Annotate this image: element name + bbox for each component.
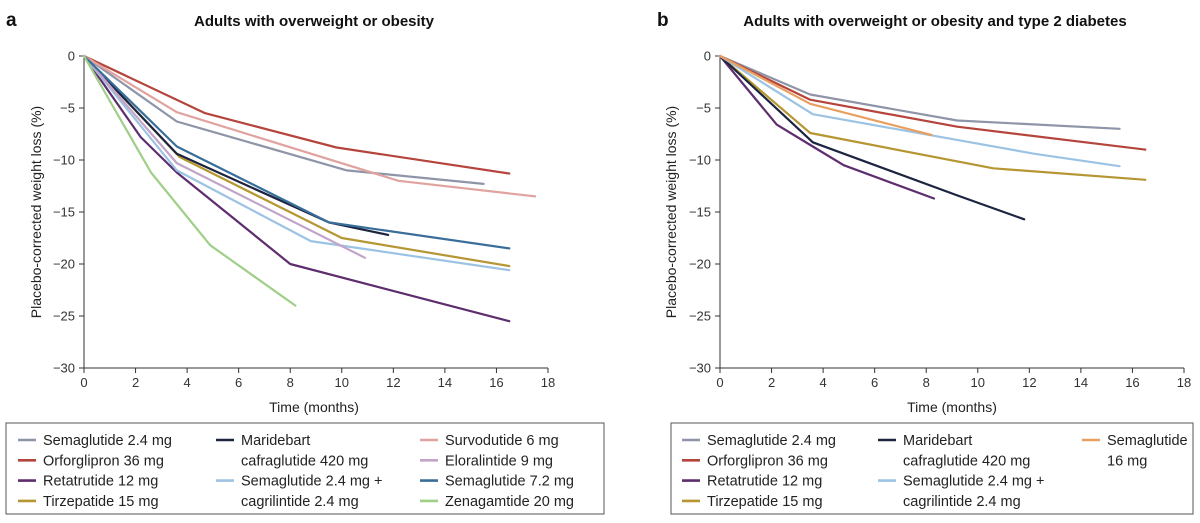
x-tick-label: 8 <box>287 375 294 390</box>
series-line-semaglutide-2-4-mg <box>718 54 1121 130</box>
panel-b-ticks: 0 2 4 6 8 10 12 14 16 18 0 −5 −10 −15 −20 −25 −30 <box>689 49 1191 391</box>
panel-b-title: Adults with overweight or obesity and ty… <box>743 13 1126 30</box>
panel-b-y-axis-label: Placebo-corrected weight loss (%) <box>663 106 679 318</box>
y-tick-label: −20 <box>53 257 75 272</box>
legend-label: Retatrutide 12 mg <box>707 474 822 490</box>
x-tick-label: 4 <box>183 375 190 390</box>
panel-b-legend <box>670 422 1194 515</box>
series-line-maridebart-cafraglutide-420-mg <box>82 54 390 236</box>
x-tick-label: 2 <box>768 375 775 390</box>
panel-a-plot-area <box>82 54 537 323</box>
x-tick-label: 18 <box>1177 375 1191 390</box>
legend-label: Semaglutide 2.4 mg + <box>241 474 382 490</box>
y-tick-label: −15 <box>53 205 75 220</box>
y-tick-label: 0 <box>704 49 711 64</box>
legend-label: Semaglutide <box>1107 433 1188 449</box>
y-tick-label: −30 <box>53 361 75 376</box>
legend-label: cafraglutide 420 mg <box>903 453 1030 469</box>
series-line-semaglutide-7-2-mg <box>82 54 511 250</box>
legend-label: Semaglutide 2.4 mg <box>707 433 836 449</box>
x-tick-label: 4 <box>819 375 826 390</box>
panel-a-legend-items: Semaglutide 2.4 mg Orforglipron 36 mg Reta… <box>18 433 574 510</box>
series-line-zenagamtide-20-mg <box>82 54 297 307</box>
panel-a: a Adults with overweight or obesity Plac… <box>5 10 605 515</box>
legend-label: Eloralintide 9 mg <box>445 453 553 469</box>
legend-label: Maridebart <box>241 433 310 449</box>
x-tick-label: 0 <box>80 375 87 390</box>
y-tick-label: −5 <box>696 101 711 116</box>
legend-label: Orforglipron 36 mg <box>43 453 164 469</box>
x-tick-label: 8 <box>923 375 930 390</box>
series-line-semaglutide-2-4-mg <box>82 54 485 185</box>
series-line-eloralintide-9-mg <box>82 54 367 259</box>
x-tick-label: 12 <box>386 375 400 390</box>
panel-a-legend <box>5 422 605 515</box>
y-tick-label: −20 <box>689 257 711 272</box>
series-line-retatrutide-12-mg <box>82 54 511 323</box>
x-tick-label: 16 <box>489 375 503 390</box>
x-tick-label: 6 <box>871 375 878 390</box>
x-tick-label: 0 <box>716 375 723 390</box>
legend-label: Semaglutide 2.4 mg <box>43 433 172 449</box>
y-tick-label: −25 <box>689 309 711 324</box>
legend-label: Tirzepatide 15 mg <box>707 494 823 510</box>
series-line-orforglipron-36-mg <box>82 54 511 175</box>
y-tick-label: −10 <box>689 153 711 168</box>
series-line-maridebart-cafraglutide-420-mg <box>718 54 1026 221</box>
y-tick-label: 0 <box>68 49 75 64</box>
panel-b-plot-area <box>718 54 1147 221</box>
legend-label: Orforglipron 36 mg <box>707 453 828 469</box>
series-line-retatrutide-12-mg <box>718 54 936 200</box>
panel-a-x-axis-label: Time (months) <box>269 399 359 415</box>
series-line-tirzepatide-15-mg <box>718 54 1147 181</box>
series-line-survodutide-6-mg <box>82 54 537 198</box>
panel-a-y-axis-label: Placebo-corrected weight loss (%) <box>28 106 44 318</box>
y-tick-label: −5 <box>60 101 75 116</box>
y-tick-label: −30 <box>689 361 711 376</box>
y-tick-label: −10 <box>53 153 75 168</box>
x-tick-label: 16 <box>1125 375 1139 390</box>
legend-label: Tirzepatide 15 mg <box>43 494 159 510</box>
y-tick-label: −15 <box>689 205 711 220</box>
x-tick-label: 14 <box>1074 375 1088 390</box>
x-tick-label: 2 <box>132 375 139 390</box>
panel-b-x-axis-label: Time (months) <box>907 399 997 415</box>
x-tick-label: 10 <box>971 375 985 390</box>
legend-label: 16 mg <box>1107 453 1147 469</box>
series-line-semaglutide-16-mg <box>718 54 933 137</box>
legend-label: Semaglutide 7.2 mg <box>445 474 574 490</box>
x-tick-label: 12 <box>1022 375 1036 390</box>
legend-label: cafraglutide 420 mg <box>241 453 368 469</box>
x-tick-label: 10 <box>335 375 349 390</box>
legend-label: Retatrutide 12 mg <box>43 474 158 490</box>
legend-label: Survodutide 6 mg <box>445 433 559 449</box>
legend-label: Zenagamtide 20 mg <box>445 494 574 510</box>
legend-label: cagrilintide 2.4 mg <box>241 494 359 510</box>
x-tick-label: 6 <box>235 375 242 390</box>
series-line-semaglutide-2-4-mg-cagrilintide-2-4-mg <box>82 54 511 272</box>
panel-b-letter: b <box>657 10 669 31</box>
panel-a-title: Adults with overweight or obesity <box>194 13 435 30</box>
legend-label: Maridebart <box>903 433 972 449</box>
y-tick-label: −25 <box>53 309 75 324</box>
series-line-orforglipron-36-mg <box>718 54 1147 151</box>
x-tick-label: 18 <box>541 375 555 390</box>
legend-label: Semaglutide 2.4 mg + <box>903 474 1044 490</box>
panel-b: b Adults with overweight or obesity and … <box>657 10 1194 515</box>
panel-b-legend-items: Semaglutide 2.4 mg Orforglipron 36 mg Reta… <box>682 433 1188 510</box>
x-tick-label: 14 <box>438 375 452 390</box>
panel-a-letter: a <box>6 10 17 31</box>
legend-label: cagrilintide 2.4 mg <box>903 494 1021 510</box>
